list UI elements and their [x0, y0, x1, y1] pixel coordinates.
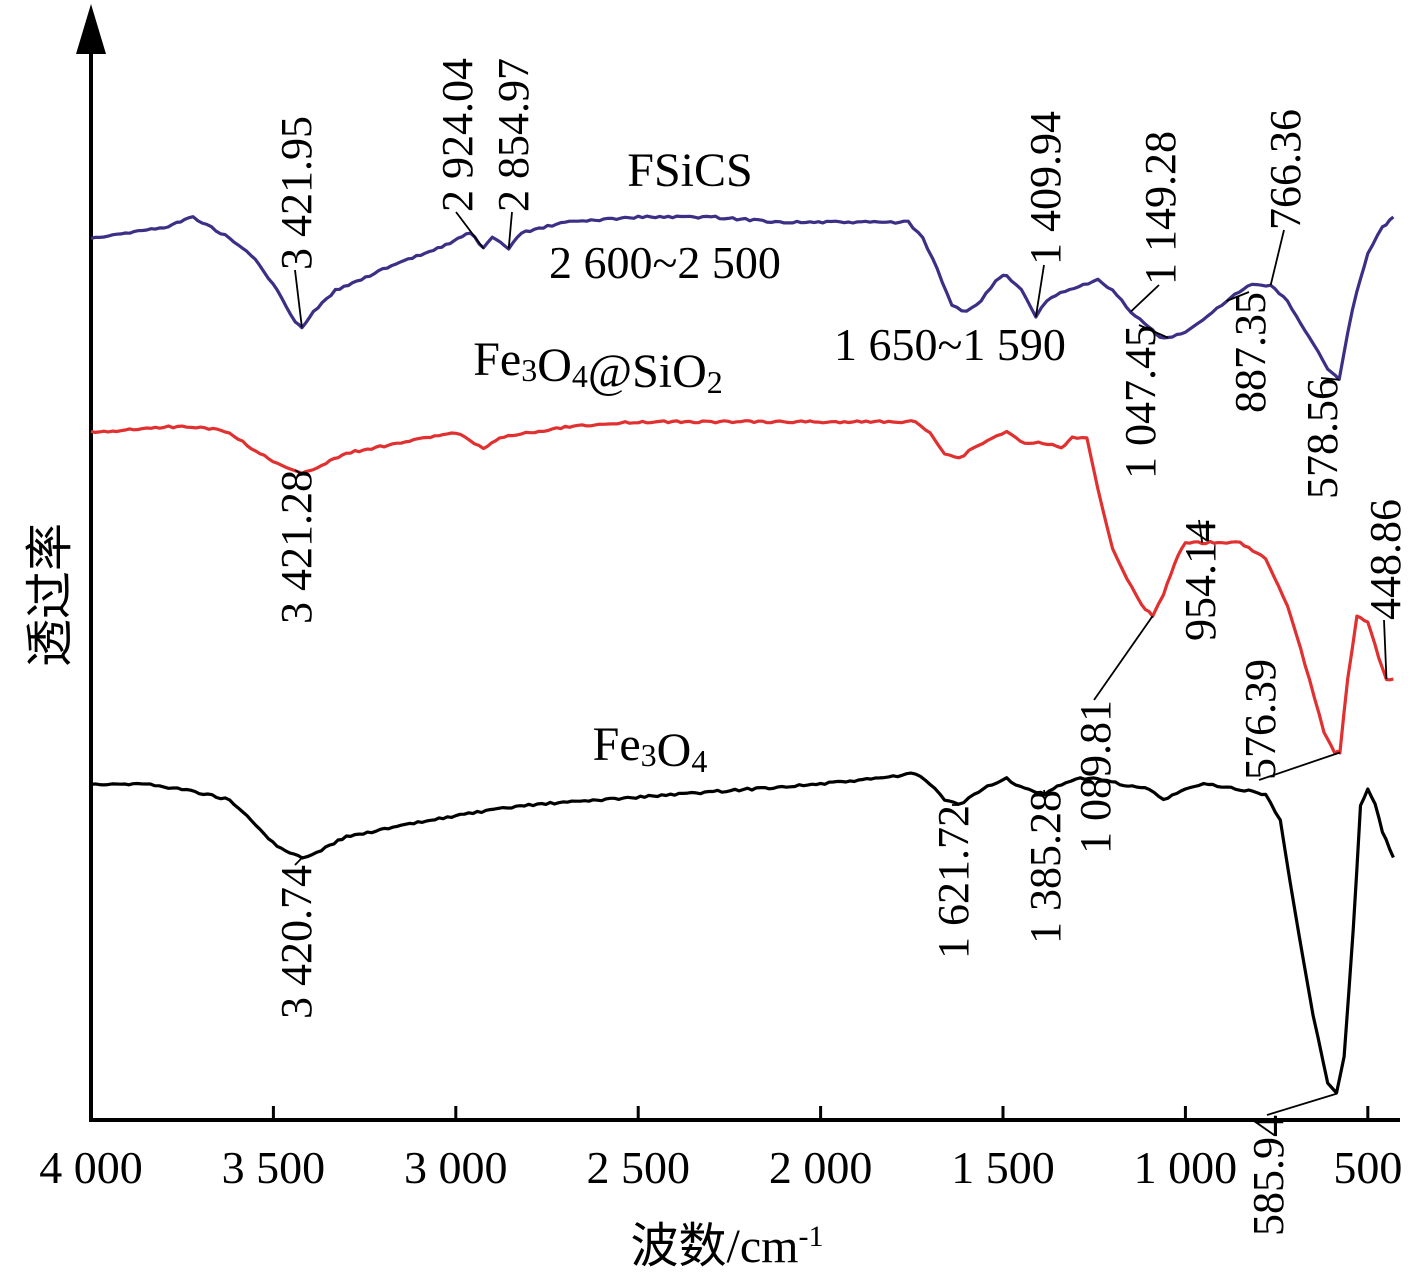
annotation-leader — [1198, 519, 1204, 543]
peak-label: 1 409.94 — [1021, 111, 1070, 265]
annotation-leader — [455, 211, 485, 250]
series-name-label: FSiCS — [627, 144, 752, 197]
y-axis-arrow-icon — [76, 4, 106, 54]
peak-label: 585.94 — [1244, 1115, 1293, 1236]
peak-label: 578.56 — [1298, 378, 1347, 499]
x-tick-label: 2 000 — [769, 1142, 873, 1193]
x-axis-title-main: 波数/cm — [631, 1220, 799, 1273]
peak-label: 448.86 — [1361, 499, 1410, 620]
annotation-leader — [294, 856, 303, 866]
annotation-leader — [1093, 615, 1154, 701]
x-tick-label: 1 000 — [1134, 1142, 1238, 1193]
peak-label: 954.14 — [1176, 520, 1225, 641]
peak-label: 1 089.81 — [1071, 700, 1120, 854]
peak-label: 2 924.04 — [433, 58, 482, 212]
y-axis-title: 透过率 — [24, 523, 77, 667]
annotation-leader — [1258, 751, 1341, 781]
series-line-fe3o4 — [90, 771, 1395, 1095]
x-tick-label: 500 — [1333, 1142, 1402, 1193]
x-tick-label: 2 500 — [586, 1142, 690, 1193]
annotation-leader — [1266, 1092, 1337, 1116]
annotation-leader — [1034, 264, 1045, 317]
series-line-fsics — [90, 214, 1395, 381]
peak-range-label: 2 600~2 500 — [549, 237, 781, 288]
annotation-leader — [1138, 324, 1169, 339]
x-tick-label: 3 000 — [404, 1142, 508, 1193]
series-name-label: Fe3O4@SiO2 — [473, 333, 723, 400]
annotation-leader — [1383, 619, 1388, 680]
series-layer — [90, 214, 1395, 1095]
annotation-leader — [1320, 377, 1340, 381]
series-names: FSiCS Fe3O4@SiO2 Fe3O4 — [473, 144, 753, 779]
x-tick-label: 4 000 — [39, 1142, 143, 1193]
series-name-label: Fe3O4 — [593, 718, 708, 779]
peak-label: 2 854.97 — [489, 58, 538, 212]
peak-annotations: 3 421.95 2 924.04 2 854.972 600~2 500 1 650… — [272, 58, 1410, 1236]
peak-label: 1 621.72 — [929, 805, 978, 959]
annotation-leader — [1226, 291, 1250, 302]
peak-label: 1 385.28 — [1021, 790, 1070, 944]
x-tick-label: 1 500 — [951, 1142, 1055, 1193]
peak-range-label: 1 650~1 590 — [834, 319, 1066, 370]
annotation-leader — [294, 469, 303, 476]
series-line-fe3o4-sio2 — [90, 419, 1394, 756]
peak-label: 1 047.45 — [1116, 325, 1165, 479]
annotation-leader — [1130, 284, 1160, 313]
peak-label: 3 421.95 — [272, 116, 321, 270]
peak-label: 887.35 — [1226, 292, 1275, 413]
annotation-leader — [1269, 229, 1285, 286]
peak-label: 1 149.28 — [1136, 131, 1185, 285]
peak-label: 3 421.28 — [272, 470, 321, 624]
annotation-leader — [294, 269, 303, 328]
x-tick-label: 3 500 — [222, 1142, 326, 1193]
annotation-leader — [1043, 789, 1046, 795]
x-axis-title: 波数/cm-1 — [631, 1220, 824, 1274]
axes — [76, 4, 1400, 1122]
peak-label: 3 420.74 — [272, 865, 321, 1019]
x-ticks: 4 000 3 500 3 000 2 500 2 000 1 500 1 000 500 — [39, 1106, 1402, 1193]
x-axis-title-superscript: -1 — [798, 1220, 823, 1253]
peak-label: 576.39 — [1236, 659, 1285, 780]
peak-label: 766.36 — [1261, 109, 1310, 230]
annotation-leader — [507, 211, 513, 249]
